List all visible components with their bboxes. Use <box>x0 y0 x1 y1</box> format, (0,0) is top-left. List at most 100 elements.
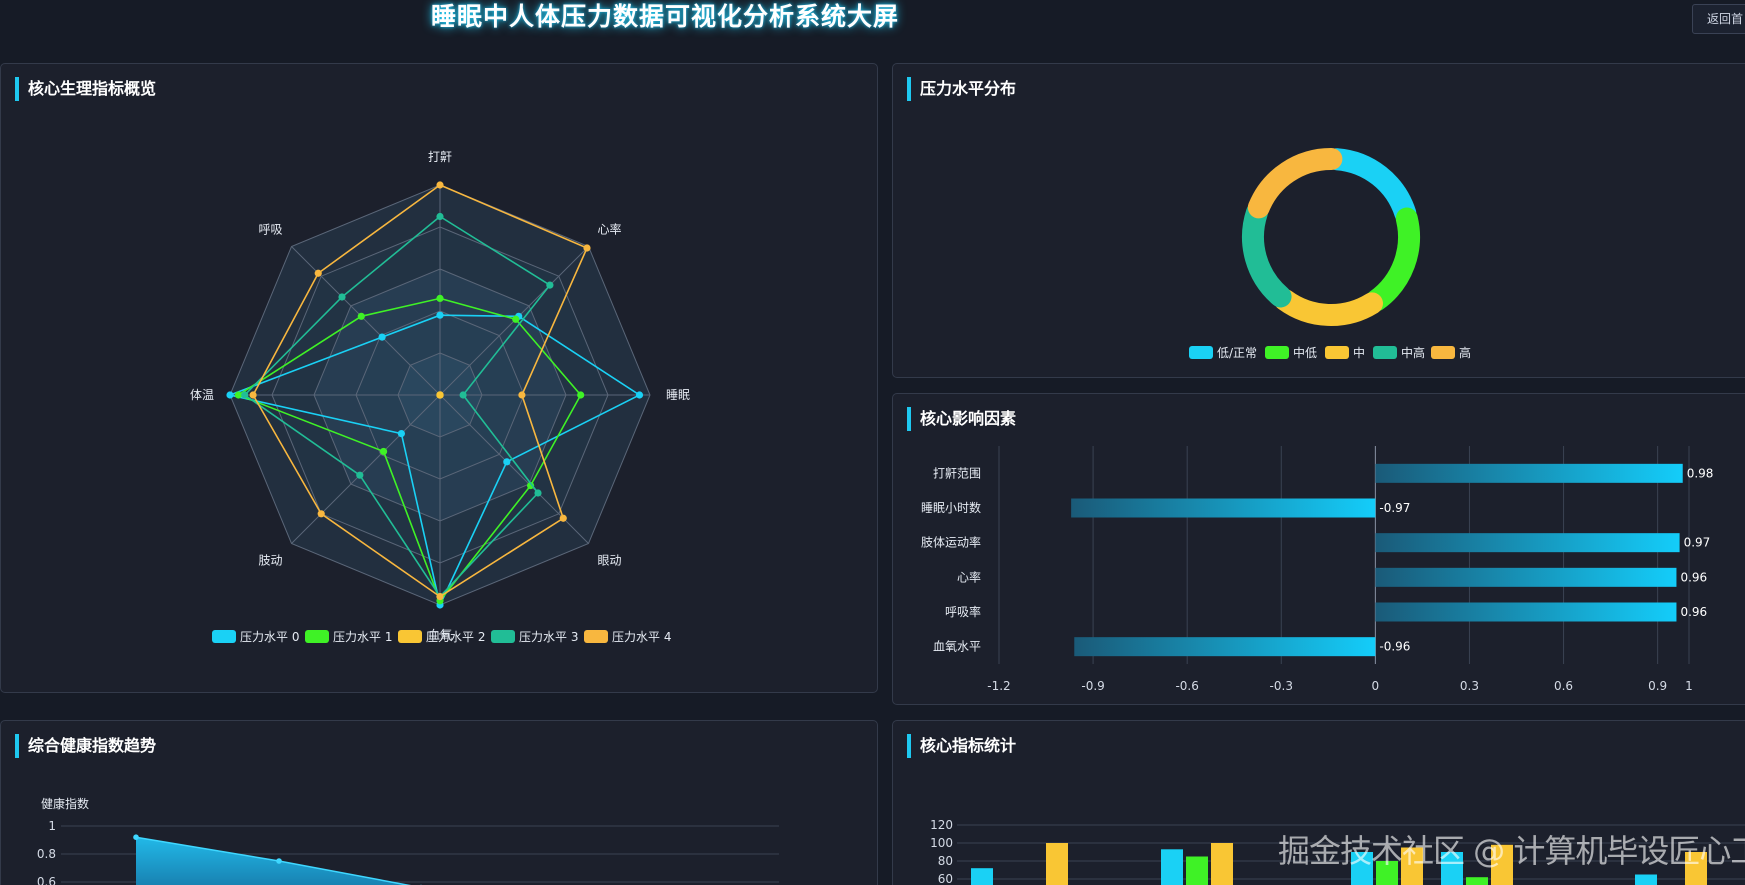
radar-point <box>534 489 542 497</box>
donut-chart: 低/正常 中低 中 中高 高 <box>1189 148 1471 360</box>
radar-point <box>249 391 257 399</box>
radar-point <box>379 447 388 456</box>
donut-legend-swatch <box>1373 346 1397 359</box>
stats-bar <box>1046 843 1068 885</box>
trend-tick-label: 0.6 <box>37 875 56 885</box>
donut-legend-swatch <box>1265 346 1289 359</box>
radar-legend-label: 压力水平 3 <box>519 630 578 644</box>
trend-point <box>133 834 139 840</box>
factors-bar <box>1375 602 1677 622</box>
donut-legend-label: 中高 <box>1401 345 1425 360</box>
radar-legend-swatch <box>584 630 608 643</box>
radar-point <box>226 391 234 399</box>
donut-legend-label: 高 <box>1459 345 1471 360</box>
stats-tick-label: 80 <box>938 854 953 868</box>
radar-point <box>436 294 444 302</box>
trend-area-chart: 健康指数 1 0.8 0.6 <box>37 796 779 885</box>
donut-panel-title: 压力水平分布 <box>907 77 1016 101</box>
radar-point <box>378 333 386 341</box>
radar-point <box>512 315 520 323</box>
radar-indicator-label: 眼动 <box>597 553 621 567</box>
donut-slice <box>1365 207 1420 312</box>
stats-bar-chart: 120 100 80 60 <box>930 818 1745 885</box>
donut-slice <box>1247 148 1343 219</box>
radar-point <box>314 269 322 277</box>
donut-slice <box>1325 148 1417 225</box>
factors-value-label: -0.96 <box>1379 640 1410 654</box>
donut-legend-swatch <box>1431 346 1455 359</box>
radar-point <box>357 312 365 320</box>
stats-panel-title: 核心指标统计 <box>907 734 1016 758</box>
stats-bar <box>1491 844 1513 885</box>
radar-indicator-label: 呼吸 <box>259 223 283 237</box>
trend-point <box>276 858 282 864</box>
radar-point <box>459 391 467 399</box>
factors-value-label: 0.98 <box>1687 466 1714 480</box>
stats-panel: 核心指标统计 120 100 80 60 <box>892 720 1745 885</box>
factors-category-label: 血氧水平 <box>933 640 981 654</box>
trend-tick-label: 1 <box>48 819 56 833</box>
stats-bar <box>1351 852 1373 885</box>
radar-axis <box>291 394 441 544</box>
radar-indicator-label: 睡眠 <box>666 388 690 402</box>
factors-value-label: 0.97 <box>1684 536 1711 550</box>
stats-bar <box>1441 852 1463 885</box>
factors-bar <box>1375 567 1677 587</box>
factors-category-label: 肢体运动率 <box>921 535 981 550</box>
stats-tick-label: 120 <box>930 818 953 832</box>
stats-tick-label: 100 <box>930 836 953 850</box>
stats-bar <box>1186 856 1208 885</box>
radar-point <box>436 212 444 221</box>
donut-legend-swatch <box>1325 346 1349 359</box>
radar-legend-label: 压力水平 4 <box>612 630 671 644</box>
stats-bar <box>1466 877 1488 885</box>
stats-bar <box>1376 861 1398 885</box>
radar-point <box>436 181 444 189</box>
factors-bar <box>1074 637 1376 657</box>
radar-panel-title: 核心生理指标概览 <box>15 77 156 101</box>
radar-legend-swatch <box>305 630 329 643</box>
stats-bar <box>1161 849 1183 885</box>
donut-legend-label: 中低 <box>1293 345 1317 360</box>
factors-category-label: 呼吸率 <box>945 604 981 619</box>
stats-bar <box>1211 843 1233 885</box>
stats-bar <box>1401 847 1423 885</box>
radar-indicator-label: 肢动 <box>259 552 283 567</box>
factors-category-label: 睡眠小时数 <box>921 500 981 515</box>
factors-bar <box>1071 498 1376 518</box>
radar-point <box>635 391 644 399</box>
radar-point <box>356 471 364 479</box>
radar-point <box>503 458 511 466</box>
radar-point <box>436 391 444 399</box>
factors-panel: 核心影响因素 -1.2 -0.9 -0.6 -0.3 0 0.3 0.6 0.9 1 0.98 打鼾… <box>892 393 1745 705</box>
radar-point <box>338 293 346 301</box>
radar-point <box>241 391 249 399</box>
radar-panel: 核心生理指标概览 打鼾 心率 睡眠 眼动 血氧 肢动 体温 呼吸 压力水平 0 压力水平 1 压力水… <box>0 63 878 693</box>
watermark: 掘金技术社区 @ 计算机毕设匠心工作室 <box>1278 832 1745 870</box>
factors-bar <box>1375 463 1683 483</box>
stats-bar <box>1635 874 1657 885</box>
radar-point <box>397 430 405 438</box>
donut-slice <box>1273 288 1383 326</box>
stats-bar <box>971 868 993 885</box>
trend-tick-label: 0.8 <box>37 847 56 861</box>
donut-legend-label: 低/正常 <box>1217 346 1257 360</box>
radar-point <box>436 311 444 319</box>
factors-tick-label: 0.3 <box>1460 679 1479 693</box>
radar-point <box>317 510 325 518</box>
factors-tick-label: -1.2 <box>987 679 1010 693</box>
factors-bar-chart: -1.2 -0.9 -0.6 -0.3 0 0.3 0.6 0.9 1 0.98 打鼾范围 -0.97… <box>921 446 1714 693</box>
radar-legend-label: 压力水平 2 <box>426 630 485 644</box>
stats-tick-label: 60 <box>938 872 953 885</box>
radar-point <box>583 244 591 252</box>
trend-panel: 综合健康指数趋势 健康指数 1 0.8 0.6 <box>0 720 878 885</box>
radar-legend-label: 压力水平 1 <box>333 630 392 644</box>
factors-category-label: 心率 <box>957 569 981 584</box>
page-title: 睡眠中人体压力数据可视化分析系统大屏 <box>430 2 899 31</box>
factors-tick-label: -0.3 <box>1270 679 1293 693</box>
radar-indicator-label: 打鼾 <box>428 149 452 164</box>
back-home-button[interactable]: 返回首 <box>1692 4 1745 34</box>
factors-tick-label: 0.9 <box>1648 679 1667 693</box>
stats-bar <box>1685 852 1707 885</box>
